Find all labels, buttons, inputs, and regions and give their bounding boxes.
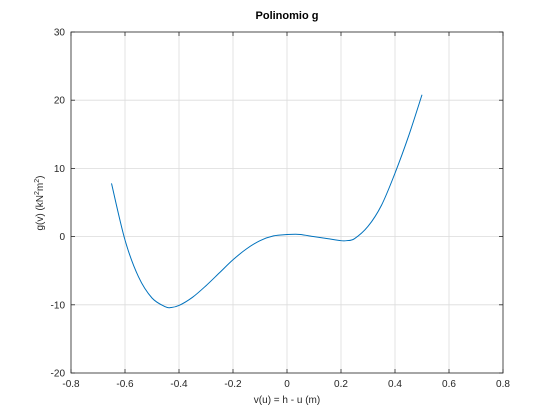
- y-axis-label-sup1: 2: [34, 191, 41, 195]
- y-tick-label: 20: [54, 96, 66, 107]
- y-axis-label: g(v) (kN2m2): [34, 175, 46, 230]
- y-tick-label: -10: [51, 300, 66, 311]
- y-tick-label: 30: [54, 28, 66, 39]
- grid-lines: [70, 31, 504, 374]
- x-tick-label: -0.4: [170, 379, 188, 390]
- x-tick-label: -0.2: [224, 379, 242, 390]
- tick-marks: [70, 31, 504, 374]
- series-line: [111, 94, 423, 309]
- x-axis-label: v(u) = h - u (m): [254, 395, 320, 406]
- y-axis-label-suffix: ): [35, 175, 46, 178]
- y-axis-label-prefix: g(v) (kN: [35, 195, 46, 231]
- x-tick-label: 0.8: [496, 379, 510, 390]
- x-tick-label: 0.2: [334, 379, 348, 390]
- chart-title: Polinomio g: [256, 10, 319, 22]
- x-tick-labels: -0.8 -0.6 -0.4 -0.2 0 0.2 0.4 0.6 0.8: [62, 379, 510, 390]
- y-tick-label: 0: [59, 232, 65, 243]
- series-layer: [111, 94, 423, 309]
- x-tick-label: 0: [284, 379, 290, 390]
- y-tick-label: -20: [51, 369, 66, 380]
- x-tick-label: -0.6: [116, 379, 134, 390]
- x-tick-label: 0.6: [442, 379, 456, 390]
- y-tick-labels: -20 -10 0 10 20 30: [51, 28, 66, 380]
- y-axis-label-mid: m: [35, 183, 46, 191]
- y-tick-label: 10: [54, 164, 66, 175]
- x-tick-label: -0.8: [62, 379, 80, 390]
- y-axis-label-sup2: 2: [34, 179, 41, 183]
- x-tick-label: 0.4: [388, 379, 402, 390]
